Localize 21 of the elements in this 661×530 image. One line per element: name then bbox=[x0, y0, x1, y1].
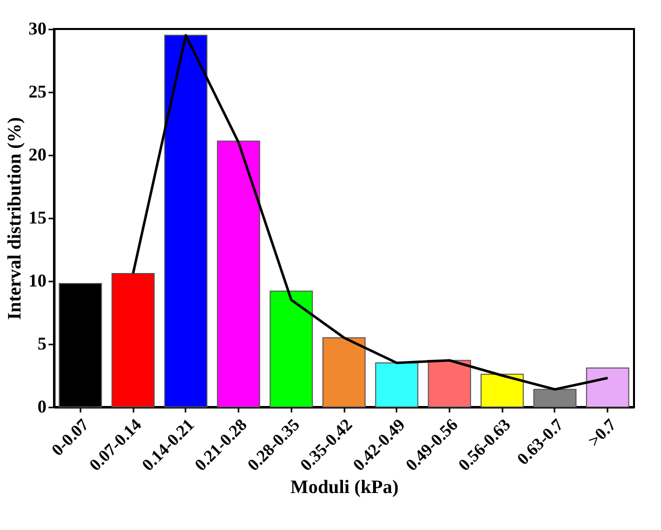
x-tick-label: >0.7 bbox=[584, 414, 620, 450]
y-tick-label: 0 bbox=[38, 396, 46, 416]
bar bbox=[375, 362, 418, 408]
x-axis-title: Moduli (kPa) bbox=[290, 476, 399, 498]
y-tick-label: 15 bbox=[28, 208, 46, 228]
y-tick-label: 25 bbox=[28, 82, 46, 102]
bar bbox=[322, 337, 366, 408]
bar bbox=[164, 34, 208, 408]
bar bbox=[586, 367, 630, 408]
bar bbox=[533, 388, 576, 408]
y-tick-label: 5 bbox=[38, 334, 46, 354]
y-tick-label: 20 bbox=[28, 144, 46, 164]
line-series bbox=[132, 34, 609, 391]
bar bbox=[428, 360, 472, 408]
bar bbox=[112, 272, 155, 408]
bar bbox=[480, 374, 524, 408]
y-tick-label: 30 bbox=[28, 18, 46, 38]
bar bbox=[216, 140, 260, 408]
y-tick-label: 10 bbox=[28, 270, 46, 290]
y-axis-title: Interval distribution (%) bbox=[4, 117, 26, 320]
bar bbox=[270, 290, 313, 408]
